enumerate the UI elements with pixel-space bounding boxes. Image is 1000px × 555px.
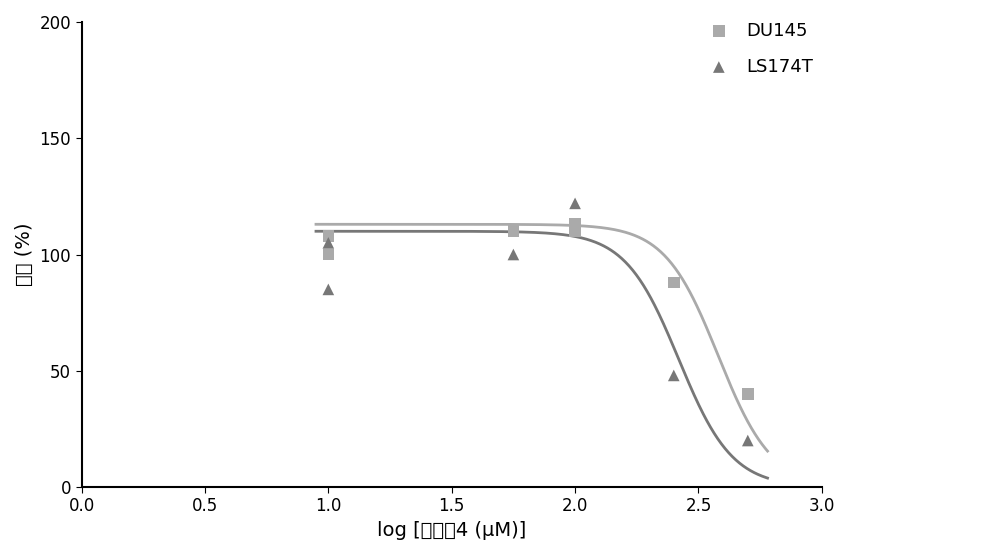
X-axis label: log [化合物4 (μM)]: log [化合物4 (μM)] (377, 521, 526, 540)
DU145 (567, 220, 583, 229)
LS174T (320, 239, 336, 248)
Y-axis label: 活力 (%): 活力 (%) (15, 223, 34, 286)
DU145 (666, 278, 682, 287)
LS174T (320, 285, 336, 294)
DU145 (320, 250, 336, 259)
DU145 (320, 231, 336, 240)
DU145 (567, 227, 583, 236)
LS174T (567, 199, 583, 208)
Legend: DU145, LS174T: DU145, LS174T (701, 22, 813, 76)
LS174T (740, 436, 756, 445)
DU145 (740, 390, 756, 398)
LS174T (666, 371, 682, 380)
DU145 (505, 227, 521, 236)
LS174T (505, 250, 521, 259)
